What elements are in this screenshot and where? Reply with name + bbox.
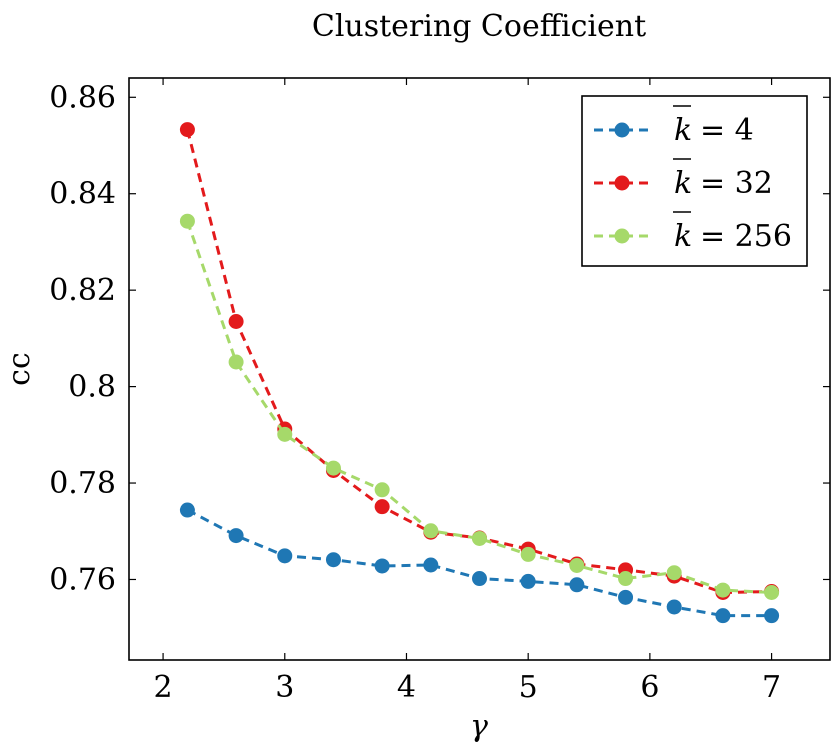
y-tick-label: 0.86 [49,80,116,115]
data-point [374,558,390,574]
y-tick-label: 0.78 [49,466,116,501]
data-point [374,482,390,498]
x-tick-label: 6 [640,670,659,705]
data-point [277,426,293,442]
legend-symbol: k [674,113,692,148]
data-point [569,577,585,593]
legend-entry: k = 256 [594,211,792,254]
legend-marker [614,122,630,138]
legend: k = 4k = 32k = 256 [581,95,808,267]
data-point [228,528,244,544]
legend-entry: k = 4 [594,105,754,148]
axis-ticks: 2 3 4 5 6 7 0.76 0.78 0.8 0.82 0.84 0.86 [49,78,830,705]
data-point [179,213,195,229]
data-point [423,523,439,539]
legend-marker [614,228,630,244]
plot-marks [179,122,780,624]
data-point [325,460,341,476]
chart-title: Clustering Coefficient [312,9,646,44]
legend-symbol: k [674,166,692,201]
data-point [715,582,731,598]
data-point [764,608,780,624]
x-tick-label: 3 [275,670,294,705]
data-point [764,584,780,600]
data-point [520,573,536,589]
y-tick-label: 0.76 [49,562,116,597]
data-point [666,599,682,615]
y-tick-label: 0.84 [49,177,116,212]
legend-symbol: k [674,219,692,254]
plot-frame [128,77,831,661]
data-point [325,552,341,568]
series-2 [179,213,780,600]
y-tick-label: 0.8 [68,370,116,405]
series-0 [179,502,780,624]
legend-entry: k = 32 [594,158,773,201]
data-point [228,354,244,370]
series-line [186,508,772,618]
data-point [569,557,585,573]
y-tick-label: 0.82 [49,273,116,308]
x-axis-title: γ [470,709,488,744]
legend-label: = 256 [700,219,792,254]
legend-label: = 32 [700,166,773,201]
data-point [423,557,439,573]
y-axis-title: cc [2,352,37,386]
x-tick-label: 2 [154,670,173,705]
x-tick-label: 4 [397,670,416,705]
legend-label: = 4 [700,113,754,148]
x-tick-label: 5 [519,670,538,705]
data-point [618,571,634,587]
data-point [277,548,293,564]
data-point [179,122,195,138]
data-point [618,589,634,605]
data-point [228,314,244,330]
legend-marker [614,175,630,191]
data-point [715,608,731,624]
x-tick-label: 7 [762,670,781,705]
data-point [472,530,487,546]
data-point [520,546,536,562]
data-point [666,565,682,581]
data-point [374,499,390,515]
data-point [472,571,487,587]
data-point [179,502,195,518]
